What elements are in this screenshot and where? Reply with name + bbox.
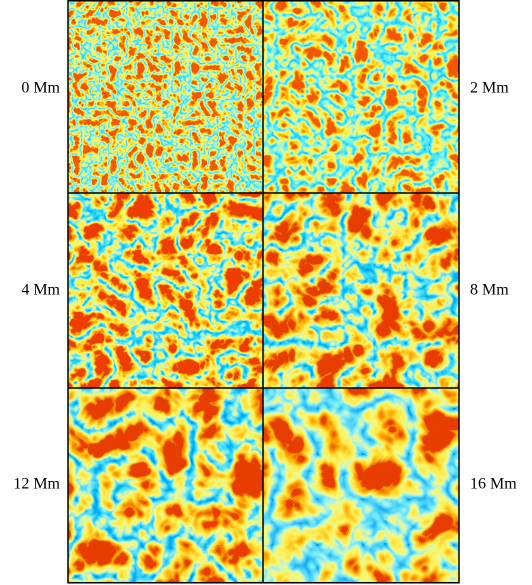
panel-label: 12 Mm: [13, 476, 60, 493]
panel-borders: [67, 0, 460, 584]
simulation-panel: [68, 0, 263, 193]
simulation-panel: [68, 193, 263, 388]
panel-label: 16 Mm: [470, 476, 517, 493]
panel-label: 4 Mm: [21, 282, 60, 299]
panel-label: 8 Mm: [470, 282, 509, 299]
panel-label: 2 Mm: [470, 80, 509, 97]
panel-label: 0 Mm: [21, 80, 60, 97]
simulation-panel: [68, 388, 263, 583]
simulation-panel: [263, 388, 459, 583]
simulation-panel: [263, 0, 459, 193]
simulation-panel: [263, 193, 459, 388]
